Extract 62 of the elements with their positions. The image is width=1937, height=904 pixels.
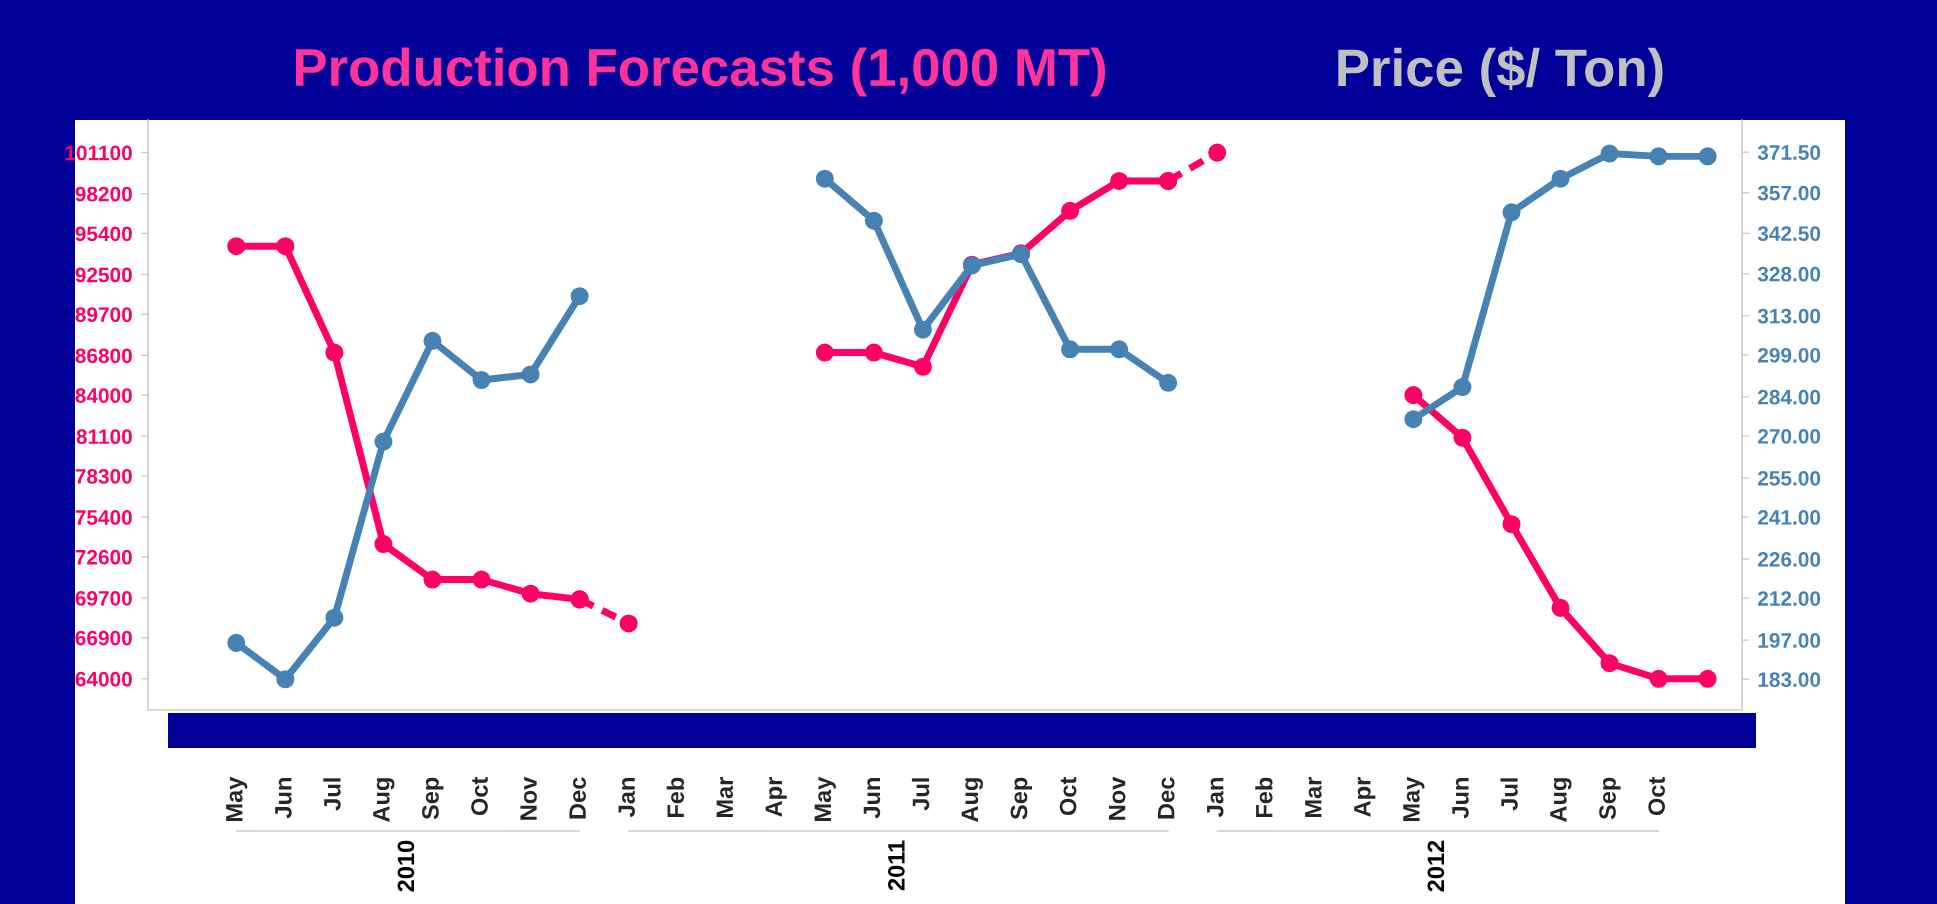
x-tick-label: Dec <box>1158 777 1175 819</box>
x-tick-label: Apr <box>1354 777 1376 817</box>
y2-axis-title: Price ($/ Ton) <box>1338 46 1663 98</box>
text: 2011 <box>888 840 905 891</box>
x-tick-label: Mar <box>716 777 734 818</box>
x-tick-label: Feb <box>666 777 685 818</box>
x-tick-label: Sep <box>1010 777 1033 820</box>
y-tick-label: 81100 <box>76 429 132 445</box>
y-tick-label: 98200 <box>75 186 132 202</box>
x-tick-label: Jan <box>1207 778 1224 817</box>
y-tick-label: 86800 <box>75 348 132 364</box>
y-axis-title: Production Forecasts (1,000 MT) <box>295 47 1106 97</box>
y-tick-label: 89700 <box>75 307 132 323</box>
x-tick-label: Aug <box>961 778 983 822</box>
y-tick-label: 69700 <box>75 590 132 606</box>
x-tick-label: Jan <box>618 778 635 817</box>
x-tick-label: Oct <box>1648 776 1665 816</box>
x-tick-label: Jun <box>1452 778 1469 819</box>
x-tick-label: Nov <box>520 776 537 820</box>
x-tick-label: Oct <box>1059 776 1077 816</box>
x-tick-label: Apr <box>765 777 787 817</box>
x-tick-label: Aug <box>1550 778 1572 822</box>
y2-tick-label: 342.50 <box>1757 226 1821 242</box>
x-tick-label: May <box>814 776 836 822</box>
y2-tick-label: 183.00 <box>1758 672 1821 688</box>
x-tick-label: Jul <box>323 778 341 811</box>
x-tick-label: Jul <box>1500 778 1518 811</box>
x-tick-label: Jun <box>275 778 292 819</box>
y2-tick-label: 299.00 <box>1758 347 1821 363</box>
x-tick-label: May <box>1403 776 1425 822</box>
text: 2012 <box>1427 840 1445 892</box>
x-tick-label: Jun <box>863 778 881 819</box>
x-tick-label: Nov <box>1108 776 1126 820</box>
y-tick-label: 84000 <box>75 388 132 403</box>
y-tick-label: 64000 <box>75 671 132 687</box>
y2-tick-label: 270.00 <box>1758 428 1821 444</box>
x-tick-label: Aug <box>373 778 395 822</box>
x-tick-label: Sep <box>422 777 444 820</box>
text: 2010 <box>397 840 415 892</box>
y-tick-label: 72600 <box>75 549 132 565</box>
y-tick-label: 75400 <box>75 510 132 525</box>
y2-tick-label: 241.00 <box>1758 510 1821 525</box>
y2-tick-label: 328.00 <box>1757 266 1821 282</box>
y-tick-label: 78300 <box>75 468 132 484</box>
y2-tick-label: 313.00 <box>1757 308 1821 324</box>
y2-tick-label: 371.50 <box>1757 145 1821 160</box>
x-tick-label: May <box>226 776 248 822</box>
y2-tick-label: 226.00 <box>1758 552 1821 567</box>
y2-tick-label: 255.00 <box>1758 470 1821 486</box>
y-tick-label: 92500 <box>75 267 132 283</box>
y2-tick-label: 284.00 <box>1758 389 1821 405</box>
y2-tick-label: 197.00 <box>1758 633 1821 648</box>
x-tick-label: Jul <box>911 778 930 811</box>
x-tick-label: Sep <box>1599 777 1621 820</box>
y-tick-label: 66900 <box>75 630 132 646</box>
y-tick-label: 95400 <box>75 226 132 242</box>
x-tick-label: Mar <box>1305 777 1322 818</box>
y2-tick-label: 212.00 <box>1758 591 1821 606</box>
x-tick-label: Oct <box>471 776 488 816</box>
x-tick-label: Dec <box>569 777 586 819</box>
x-tick-label: Feb <box>1255 777 1273 818</box>
y2-tick-label: 357.00 <box>1757 185 1821 201</box>
